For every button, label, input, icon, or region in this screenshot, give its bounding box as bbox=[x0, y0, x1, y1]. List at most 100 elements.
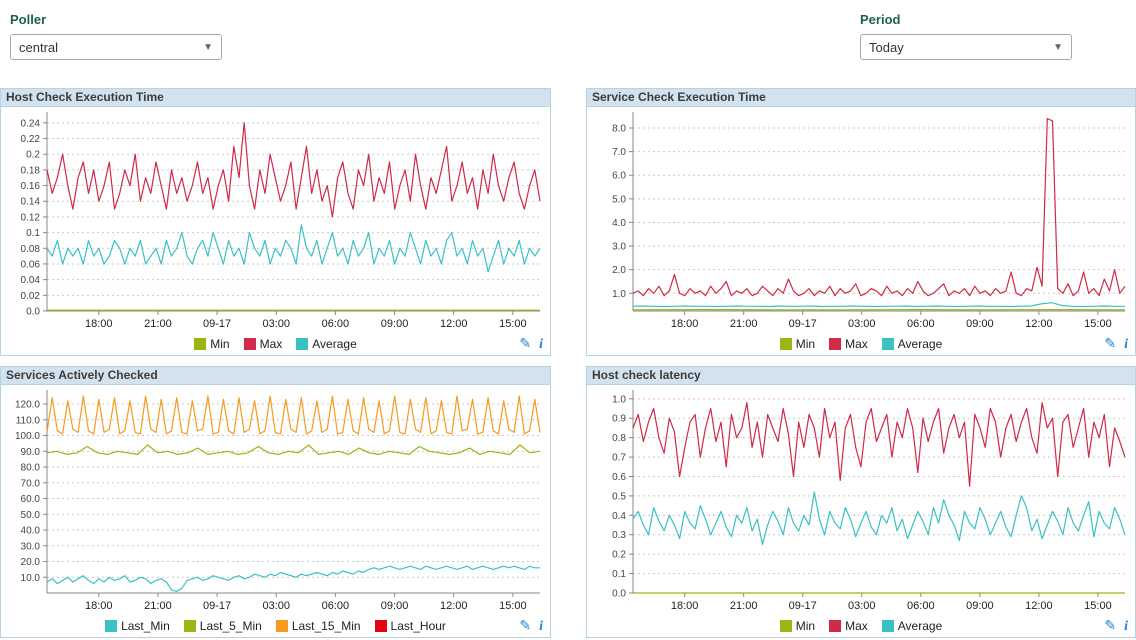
svg-text:0.9: 0.9 bbox=[612, 414, 626, 425]
edit-icon[interactable]: ✎ bbox=[1104, 335, 1117, 351]
svg-text:12:00: 12:00 bbox=[440, 318, 468, 330]
chart-legend: Min Max Average bbox=[194, 337, 357, 351]
legend-item-last_5_min[interactable]: Last_5_Min bbox=[183, 619, 262, 633]
legend-item-min[interactable]: Min bbox=[779, 337, 815, 351]
legend-swatch bbox=[243, 338, 256, 350]
svg-text:120.0: 120.0 bbox=[15, 400, 40, 411]
svg-text:09-17: 09-17 bbox=[789, 318, 817, 330]
svg-text:0.04: 0.04 bbox=[21, 275, 41, 286]
svg-text:0.7: 0.7 bbox=[612, 453, 626, 464]
svg-text:06:00: 06:00 bbox=[322, 318, 350, 330]
legend-swatch bbox=[829, 338, 842, 350]
legend-item-min[interactable]: Min bbox=[779, 619, 816, 633]
legend-label: Min bbox=[795, 619, 816, 633]
legend-item-last_min[interactable]: Last_Min bbox=[105, 619, 170, 633]
panel-title: Services Actively Checked bbox=[1, 367, 550, 385]
chart-host-check-execution-time: 0.0 0.02 0.04 0.06 0.08 0.1 0.12 0.14 0.16 0.18 0.… bbox=[1, 107, 550, 333]
chart-legend: Min Max Average bbox=[779, 337, 942, 351]
legend-label: Last_5_Min bbox=[199, 619, 262, 633]
svg-text:0.0: 0.0 bbox=[612, 589, 626, 600]
svg-text:5.0: 5.0 bbox=[612, 194, 626, 205]
chevron-down-icon: ▼ bbox=[203, 41, 213, 53]
svg-text:15:00: 15:00 bbox=[1084, 600, 1112, 612]
svg-text:0.14: 0.14 bbox=[21, 197, 41, 208]
svg-text:0.22: 0.22 bbox=[21, 134, 41, 145]
info-icon[interactable]: i bbox=[1124, 619, 1128, 634]
svg-text:1.0: 1.0 bbox=[612, 394, 626, 405]
svg-text:18:00: 18:00 bbox=[671, 318, 699, 330]
poller-select-value: central bbox=[19, 39, 59, 55]
svg-text:110.0: 110.0 bbox=[16, 415, 41, 426]
legend-item-max[interactable]: Max bbox=[829, 337, 868, 351]
legend-swatch bbox=[105, 620, 118, 632]
legend-swatch bbox=[829, 620, 842, 632]
svg-text:0.12: 0.12 bbox=[21, 212, 41, 223]
svg-text:06:00: 06:00 bbox=[907, 600, 935, 612]
svg-text:90.0: 90.0 bbox=[21, 447, 41, 458]
legend-item-last_hour[interactable]: Last_Hour bbox=[374, 619, 446, 633]
svg-text:12:00: 12:00 bbox=[1025, 318, 1053, 330]
edit-icon[interactable]: ✎ bbox=[519, 335, 532, 351]
panel-icons: ✎ i bbox=[1104, 335, 1128, 353]
poller-select[interactable]: central ▼ bbox=[10, 34, 222, 60]
svg-text:0.5: 0.5 bbox=[612, 491, 626, 502]
period-select[interactable]: Today ▼ bbox=[860, 34, 1072, 60]
info-icon[interactable]: i bbox=[539, 337, 543, 352]
svg-text:0.06: 0.06 bbox=[21, 259, 41, 270]
svg-text:0.18: 0.18 bbox=[21, 165, 41, 176]
svg-text:21:00: 21:00 bbox=[730, 318, 758, 330]
chart-host-check-latency: 0.0 0.1 0.2 0.3 0.4 0.5 0.6 0.7 0.8 0.9 1.0 18:00 21… bbox=[587, 385, 1135, 615]
svg-text:0.16: 0.16 bbox=[21, 181, 41, 192]
svg-text:0.6: 0.6 bbox=[612, 472, 626, 483]
svg-text:8.0: 8.0 bbox=[612, 123, 626, 134]
legend-swatch bbox=[881, 338, 894, 350]
period-select-value: Today bbox=[869, 39, 904, 55]
filter-bar: Poller central ▼ Period Today ▼ bbox=[0, 0, 1136, 88]
edit-icon[interactable]: ✎ bbox=[1104, 617, 1117, 633]
poller-label: Poller bbox=[10, 12, 47, 27]
svg-text:09-17: 09-17 bbox=[203, 318, 231, 330]
svg-text:70.0: 70.0 bbox=[21, 478, 41, 489]
dashboard-grid: Host Check Execution Time 0.0 0.02 0.04 0.0… bbox=[0, 88, 1136, 638]
panel-footer: Min Max Average ✎ i bbox=[1, 333, 550, 355]
svg-text:18:00: 18:00 bbox=[671, 600, 699, 612]
legend-label: Last_Min bbox=[121, 619, 170, 633]
panel-service-check-execution-time: Service Check Execution Time 1.0 2.0 3.0 4.… bbox=[586, 88, 1136, 356]
svg-text:20.0: 20.0 bbox=[21, 557, 41, 568]
legend-item-min[interactable]: Min bbox=[194, 337, 230, 351]
svg-text:0.3: 0.3 bbox=[612, 530, 626, 541]
info-icon[interactable]: i bbox=[1124, 337, 1128, 352]
legend-item-max[interactable]: Max bbox=[829, 619, 868, 633]
svg-text:10.0: 10.0 bbox=[21, 573, 41, 584]
edit-icon[interactable]: ✎ bbox=[519, 617, 532, 633]
legend-item-last_15_min[interactable]: Last_15_Min bbox=[275, 619, 361, 633]
svg-text:0.0: 0.0 bbox=[26, 307, 40, 318]
panel-host-check-latency: Host check latency 0.0 0.1 0.2 0.3 0.4 0.5 0.6… bbox=[586, 366, 1136, 638]
legend-item-average[interactable]: Average bbox=[296, 337, 357, 351]
panel-host-check-execution-time: Host Check Execution Time 0.0 0.02 0.04 0.0… bbox=[0, 88, 551, 356]
svg-text:7.0: 7.0 bbox=[612, 147, 626, 158]
svg-text:0.8: 0.8 bbox=[612, 433, 626, 444]
legend-item-average[interactable]: Average bbox=[881, 619, 942, 633]
panel-icons: ✎ i bbox=[519, 335, 543, 353]
chart-services-actively-checked: 10.0 20.0 30.0 40.0 50.0 60.0 70.0 80.0 90.0 100.… bbox=[1, 385, 550, 615]
svg-text:15:00: 15:00 bbox=[499, 318, 527, 330]
svg-text:0.24: 0.24 bbox=[21, 118, 41, 129]
svg-text:21:00: 21:00 bbox=[144, 318, 172, 330]
panel-footer: Last_Min Last_5_Min Last_15_Min Last_Hour ✎… bbox=[1, 615, 550, 637]
chart-legend: Min Max Average bbox=[779, 619, 942, 633]
legend-item-max[interactable]: Max bbox=[243, 337, 282, 351]
chart-legend: Last_Min Last_5_Min Last_15_Min Last_Hour bbox=[105, 619, 446, 633]
svg-text:03:00: 03:00 bbox=[262, 600, 290, 612]
info-icon[interactable]: i bbox=[539, 619, 543, 634]
svg-text:09:00: 09:00 bbox=[381, 318, 409, 330]
svg-text:18:00: 18:00 bbox=[85, 318, 113, 330]
panel-icons: ✎ i bbox=[1104, 617, 1128, 635]
svg-text:80.0: 80.0 bbox=[21, 463, 41, 474]
legend-item-average[interactable]: Average bbox=[881, 337, 942, 351]
svg-text:15:00: 15:00 bbox=[1084, 318, 1112, 330]
svg-text:03:00: 03:00 bbox=[262, 318, 290, 330]
legend-label: Average bbox=[312, 337, 357, 351]
legend-swatch bbox=[881, 620, 894, 632]
poller-filter: Poller central ▼ bbox=[10, 12, 222, 60]
